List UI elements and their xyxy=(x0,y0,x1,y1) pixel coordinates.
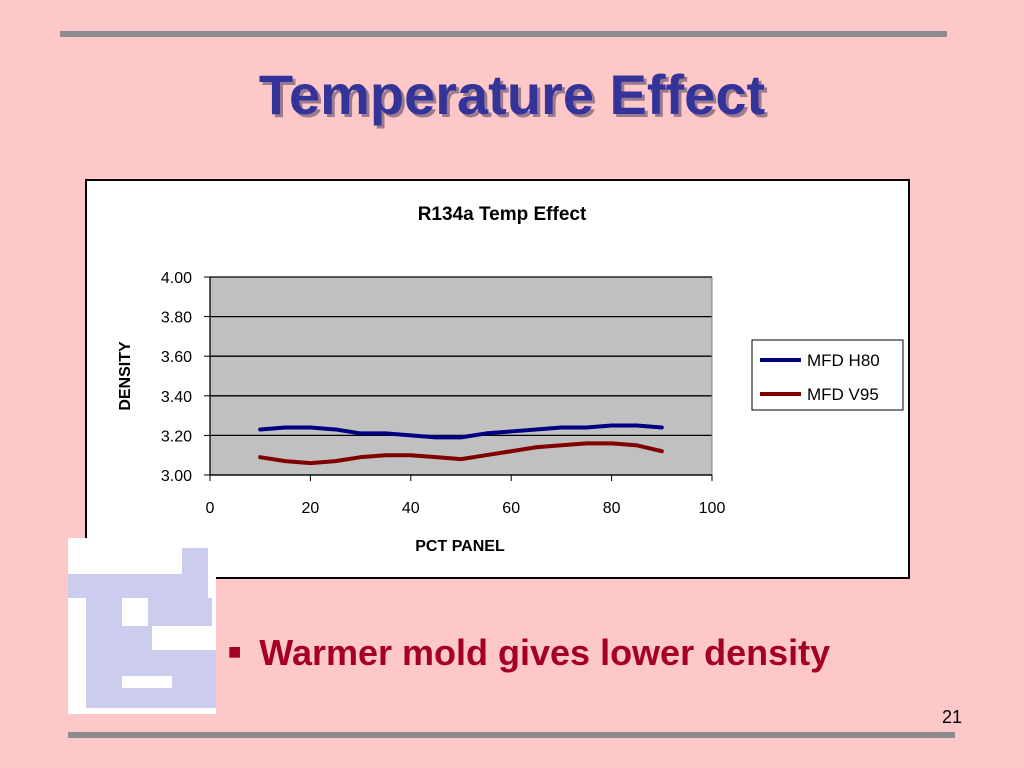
y-tick-label: 3.40 xyxy=(161,389,192,406)
y-tick-label: 3.60 xyxy=(161,349,192,366)
series-line-mfd-v95 xyxy=(258,441,664,466)
plot-area xyxy=(210,277,712,475)
page-number: 21 xyxy=(941,707,962,727)
bullet-square-icon: ■ xyxy=(228,639,242,664)
y-tick-label: 3.80 xyxy=(161,310,192,327)
chart-frame: R134a Temp Effect DENSITY PCT PANEL MFD … xyxy=(85,179,910,579)
series-line-mfd-h80 xyxy=(258,423,664,440)
x-tick-label: 0 xyxy=(206,500,215,517)
legend-label-mfd-h80: MFD H80 xyxy=(807,351,880,370)
x-tick-label: 20 xyxy=(302,500,320,517)
top-rule xyxy=(60,31,947,37)
bullet-text: Warmer mold gives lower density xyxy=(259,632,831,673)
y-tick-label: 3.20 xyxy=(161,428,192,445)
logo-mark xyxy=(68,548,216,708)
y-tick-label: 3.00 xyxy=(161,468,192,485)
legend-label-mfd-v95: MFD V95 xyxy=(807,385,879,404)
ts-logo xyxy=(68,538,216,714)
x-tick-label: 40 xyxy=(402,500,420,517)
x-tick-label: 60 xyxy=(502,500,520,517)
chart-title: R134a Temp Effect xyxy=(418,204,587,225)
bullet-point: ■ Warmer mold gives lower density xyxy=(228,632,830,674)
bottom-rule xyxy=(68,732,955,738)
slide-title: Temperature Effect xyxy=(258,63,766,126)
legend-box xyxy=(751,339,904,411)
x-axis-label: PCT PANEL xyxy=(415,538,505,555)
y-axis-label: DENSITY xyxy=(117,341,134,411)
y-tick-label: 4.00 xyxy=(161,270,192,287)
x-tick-label: 100 xyxy=(699,500,726,517)
x-tick-label: 80 xyxy=(603,500,621,517)
chart: R134a Temp Effect DENSITY PCT PANEL MFD … xyxy=(117,204,904,555)
